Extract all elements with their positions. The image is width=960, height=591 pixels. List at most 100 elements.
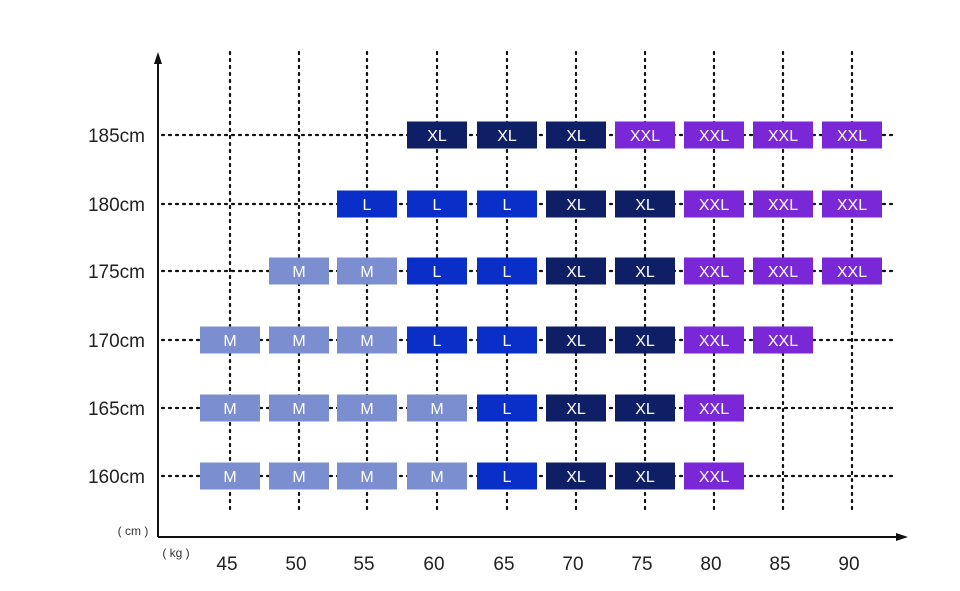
- x-tick-label: 55: [353, 554, 374, 575]
- size-cell-label: XXL: [837, 128, 867, 145]
- size-cell: L: [477, 394, 537, 422]
- size-cell: M: [200, 326, 260, 354]
- size-cells: XL XL XL XXL XXL XXL XXL L L L XL XL XXL XXL XXL M M L L XL…: [200, 121, 882, 490]
- size-cell-box-xxl: [684, 190, 744, 218]
- size-cell-label: XL: [635, 469, 655, 486]
- size-cell: M: [200, 462, 260, 490]
- size-cell-box-l: [407, 326, 467, 354]
- size-cell-label: XL: [635, 264, 655, 281]
- size-cell-label: XL: [566, 128, 586, 145]
- size-cell: XL: [615, 326, 675, 354]
- size-cell-box-l: [477, 326, 537, 354]
- size-cell-box-xxl: [753, 121, 813, 149]
- size-cell: M: [337, 326, 397, 354]
- size-cell-label: L: [433, 197, 442, 214]
- size-cell-label: XL: [635, 401, 655, 418]
- size-cell: XXL: [822, 190, 882, 218]
- size-cell-box-xxl: [753, 257, 813, 285]
- size-cell-box-m: [407, 394, 467, 422]
- size-cell: M: [269, 257, 329, 285]
- size-cell: XXL: [684, 121, 744, 149]
- size-cell-label: XXL: [768, 197, 798, 214]
- size-cell: XL: [546, 394, 606, 422]
- x-tick-label: 45: [216, 554, 237, 575]
- size-cell: XL: [615, 257, 675, 285]
- size-cell-box-xl: [615, 394, 675, 422]
- size-cell: XXL: [753, 257, 813, 285]
- size-cell-label: XL: [566, 401, 586, 418]
- size-cell-box-xl: [477, 121, 537, 149]
- size-cell-box-l: [337, 190, 397, 218]
- size-cell-box-m: [269, 257, 329, 285]
- size-cell: XXL: [684, 462, 744, 490]
- size-cell-label: XL: [635, 333, 655, 350]
- size-cell-label: XL: [566, 264, 586, 281]
- size-cell-box-xxl: [684, 257, 744, 285]
- size-cell: XXL: [684, 326, 744, 354]
- x-unit-label: ( kg ): [162, 546, 189, 560]
- size-cell-label: M: [292, 333, 305, 350]
- size-cell-box-xl: [546, 121, 606, 149]
- x-tick-label: 75: [631, 554, 652, 575]
- size-cell-label: L: [433, 264, 442, 281]
- size-cell: XXL: [684, 394, 744, 422]
- size-cell-label: XXL: [699, 401, 729, 418]
- size-cell-label: M: [223, 333, 236, 350]
- size-cell: XL: [615, 394, 675, 422]
- size-cell-box-m: [337, 462, 397, 490]
- y-axis-arrow: [154, 52, 162, 64]
- size-cell-box-m: [407, 462, 467, 490]
- size-cell-box-xxl: [684, 326, 744, 354]
- size-cell-box-xl: [546, 257, 606, 285]
- size-cell-box-xl: [546, 462, 606, 490]
- size-cell: XXL: [753, 190, 813, 218]
- size-cell: M: [269, 394, 329, 422]
- size-cell-box-l: [477, 257, 537, 285]
- size-cell: XL: [477, 121, 537, 149]
- size-cell: L: [477, 190, 537, 218]
- size-cell-label: XL: [427, 128, 447, 145]
- y-tick-label: 165cm: [88, 399, 145, 420]
- size-cell: XXL: [822, 257, 882, 285]
- y-unit-label: ( cm ): [118, 524, 149, 538]
- size-cell: L: [477, 326, 537, 354]
- size-cell-box-m: [337, 257, 397, 285]
- x-tick-label: 50: [285, 554, 306, 575]
- size-cell-label: M: [430, 401, 443, 418]
- size-cell-box-xxl: [615, 121, 675, 149]
- tick-labels: 185cm 180cm 175cm 170cm 165cm 160cm 45 50 55 60 65…: [88, 126, 860, 575]
- size-cell-box-m: [200, 394, 260, 422]
- y-tick-label: 180cm: [88, 195, 145, 216]
- size-cell-box-l: [477, 394, 537, 422]
- size-cell-box-xxl: [753, 326, 813, 354]
- size-cell-label: L: [363, 197, 372, 214]
- size-cell: L: [407, 190, 467, 218]
- size-cell: XXL: [615, 121, 675, 149]
- size-cell: XL: [407, 121, 467, 149]
- size-cell-label: XXL: [768, 333, 798, 350]
- y-tick-label: 160cm: [88, 467, 145, 488]
- size-cell-label: XXL: [630, 128, 660, 145]
- size-cell: L: [407, 257, 467, 285]
- size-cell-label: XXL: [699, 469, 729, 486]
- size-cell: XL: [546, 257, 606, 285]
- size-cell-box-m: [200, 462, 260, 490]
- size-cell: M: [337, 462, 397, 490]
- size-cell: M: [269, 462, 329, 490]
- size-cell-box-xl: [546, 394, 606, 422]
- size-cell-label: M: [360, 333, 373, 350]
- size-cell-box-m: [200, 326, 260, 354]
- size-cell-box-xl: [615, 462, 675, 490]
- size-cell-label: L: [503, 197, 512, 214]
- size-cell-box-xxl: [753, 190, 813, 218]
- size-cell-label: M: [292, 401, 305, 418]
- size-cell-box-l: [477, 462, 537, 490]
- size-cell-box-m: [269, 462, 329, 490]
- size-cell-label: M: [223, 401, 236, 418]
- size-cell: XXL: [684, 257, 744, 285]
- size-cell: L: [337, 190, 397, 218]
- size-cell: L: [477, 462, 537, 490]
- y-tick-label: 175cm: [88, 262, 145, 283]
- size-cell: XL: [546, 190, 606, 218]
